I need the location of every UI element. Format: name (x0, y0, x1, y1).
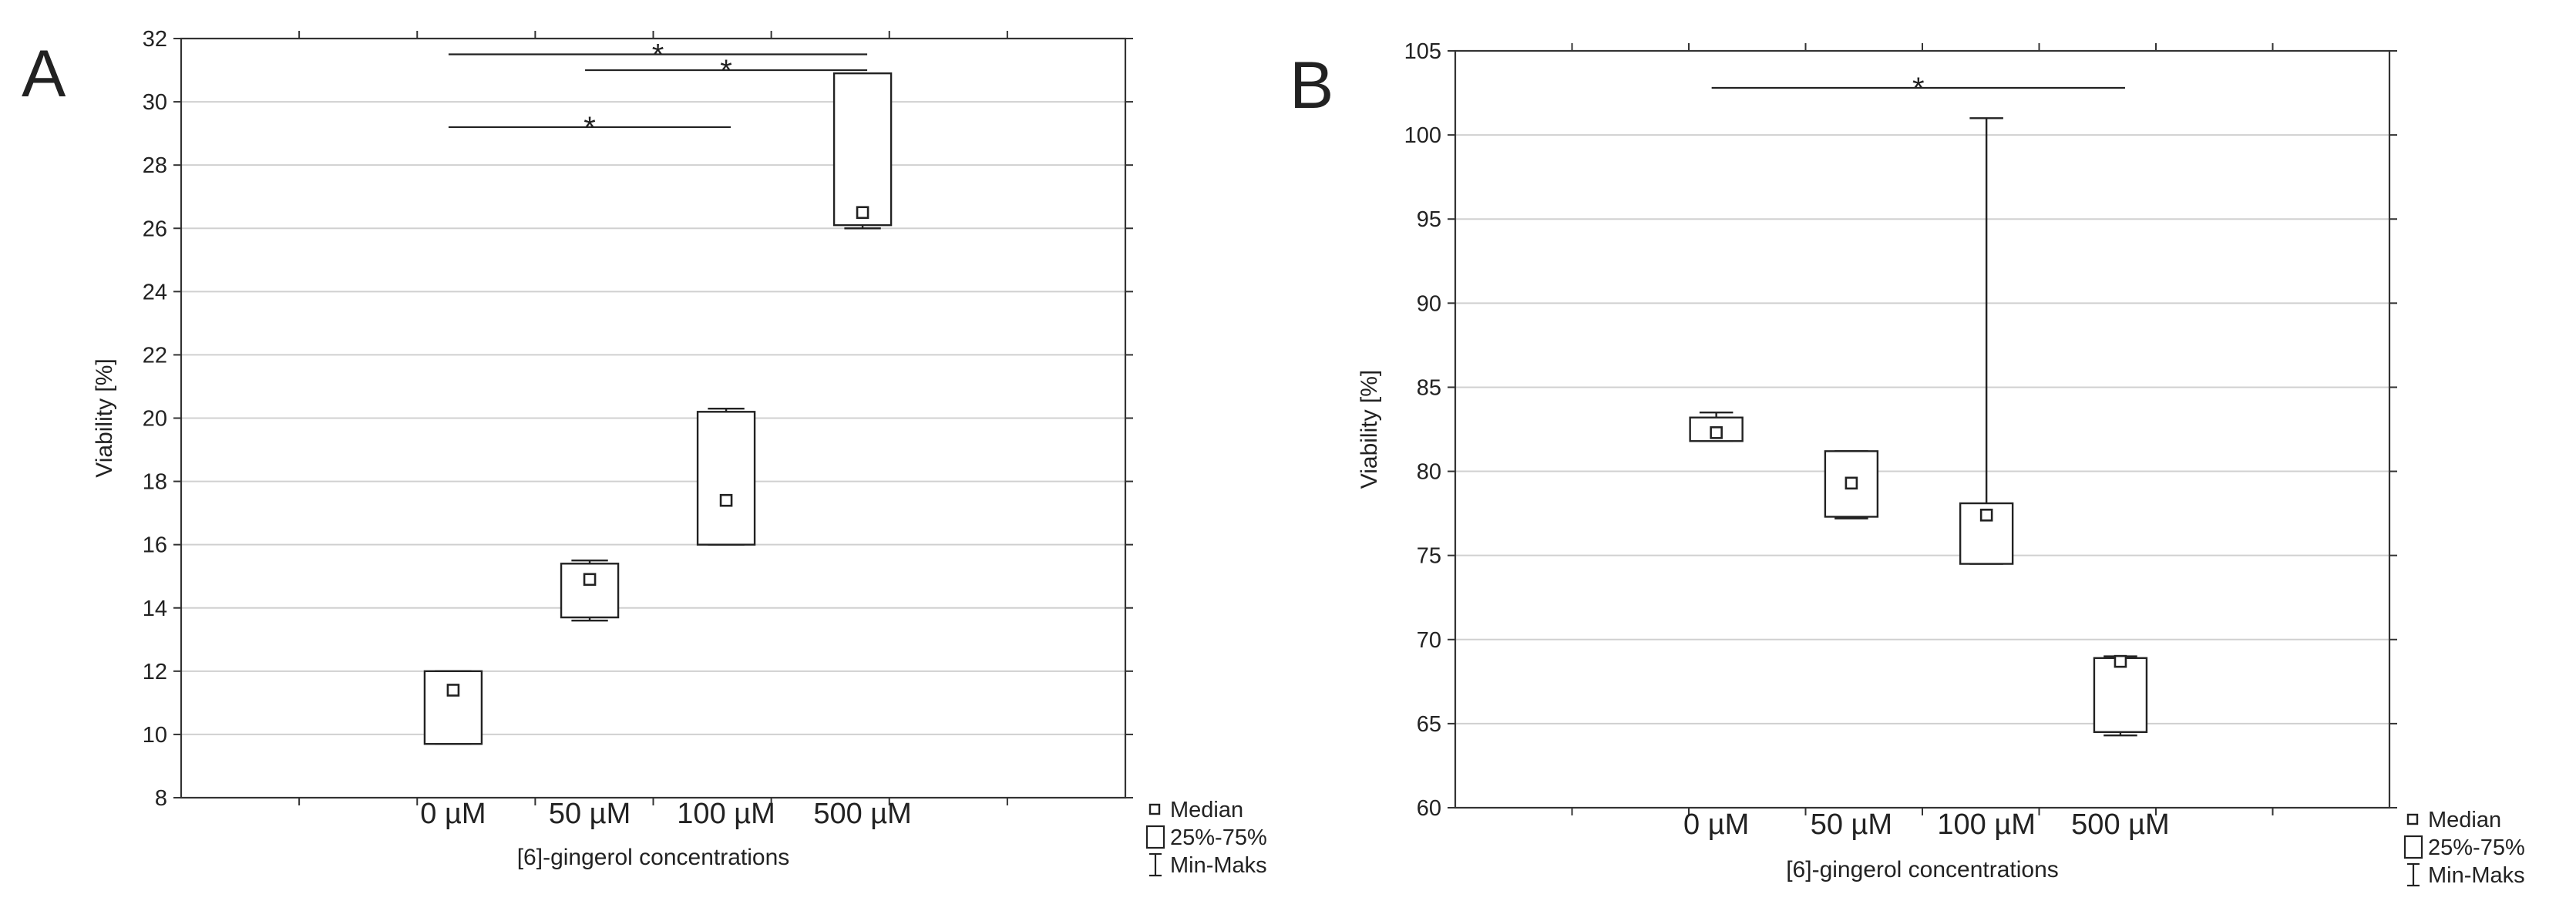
legend-box-icon (1145, 825, 1165, 849)
legend-label: Median (1170, 798, 1243, 822)
chart-panel-a: A 8 10 12 14 16 18 20 22 24 26 28 30 32 0 µM 50 µM 100 µ… (22, 27, 1267, 878)
iqr-box (560, 563, 620, 619)
x-axis-label: [6]-gingerol concentrations (517, 845, 790, 870)
x-category-label: 0 µM (420, 798, 486, 830)
legend: Median 25%-75% Min-Maks (2403, 808, 2525, 888)
plot-frame (1454, 49, 2391, 809)
legend-box-icon (2403, 835, 2423, 859)
y-tick-label: 16 (143, 533, 167, 558)
legend-label: Min-Maks (2428, 863, 2525, 888)
panel-label: B (1290, 49, 1333, 123)
y-tick-label: 30 (143, 90, 167, 115)
box-0m (423, 670, 483, 745)
significance-asterisk: * (1912, 72, 1925, 106)
y-tick-label: 75 (1417, 544, 1441, 569)
x-category-label: 500 µM (2071, 808, 2170, 841)
iqr-box (832, 72, 893, 227)
y-tick-label: 28 (143, 153, 167, 178)
box-50m (1824, 450, 1879, 519)
legend-label: 25%-75% (1170, 825, 1267, 850)
x-category-label: 100 µM (1937, 808, 2036, 841)
legend-label: Min-Maks (1170, 853, 1267, 878)
x-category-label: 50 µM (1811, 808, 1892, 841)
median-marker (856, 206, 869, 220)
y-tick-label: 80 (1417, 460, 1441, 485)
box-500m (832, 72, 893, 230)
box-500m (2093, 654, 2148, 737)
y-tick-label: 14 (143, 597, 167, 621)
median-marker (2114, 654, 2127, 668)
legend-label: Median (2428, 808, 2501, 832)
plot-frame (180, 37, 1127, 799)
median-marker (1979, 508, 1993, 522)
iqr-box (696, 411, 756, 546)
chart-panel-b: B 60 65 70 75 80 85 90 95 100 105 0 µM 50 µM 100 µM 50… (1290, 39, 2525, 888)
y-axis-label: Viability [%] (92, 358, 117, 478)
significance-asterisk: * (652, 39, 664, 72)
legend: Median 25%-75% Min-Maks (1145, 798, 1267, 878)
y-axis-label: Viability [%] (1357, 370, 1382, 489)
y-tick-label: 95 (1417, 207, 1441, 232)
legend-median-icon (2406, 813, 2419, 825)
y-tick-label: 20 (143, 407, 167, 432)
x-category-label: 500 µM (813, 798, 912, 830)
y-tick-label: 8 (155, 786, 167, 811)
median-marker (1845, 476, 1858, 490)
median-marker (583, 573, 597, 587)
y-tick-label: 18 (143, 470, 167, 495)
y-tick-label: 100 (1404, 123, 1441, 148)
x-category-label: 0 µM (1683, 808, 1749, 841)
median-marker (719, 493, 733, 507)
median-marker (446, 684, 460, 697)
box-0m (1689, 411, 1744, 442)
iqr-box (2093, 657, 2148, 734)
y-tick-label: 70 (1417, 628, 1441, 653)
y-tick-label: 105 (1404, 39, 1441, 64)
median-marker (1710, 426, 1723, 439)
y-tick-label: 12 (143, 660, 167, 684)
iqr-box (423, 670, 483, 745)
y-tick-label: 32 (143, 27, 167, 52)
x-category-label: 100 µM (677, 798, 775, 830)
box-100m (1959, 117, 2014, 565)
legend-label: 25%-75% (2428, 835, 2525, 860)
y-tick-label: 65 (1417, 712, 1441, 737)
y-tick-label: 60 (1417, 796, 1441, 821)
significance-asterisk: * (720, 54, 732, 88)
box-100m (696, 407, 756, 546)
box-50m (560, 559, 620, 622)
legend-median-icon (1148, 803, 1161, 815)
y-tick-label: 24 (143, 280, 167, 304)
x-category-label: 50 µM (549, 798, 631, 830)
significance-asterisk: * (583, 111, 596, 145)
y-tick-label: 22 (143, 343, 167, 368)
y-tick-label: 26 (143, 217, 167, 241)
panel-label: A (22, 37, 66, 111)
y-tick-label: 85 (1417, 375, 1441, 400)
y-tick-label: 90 (1417, 291, 1441, 316)
y-tick-label: 10 (143, 723, 167, 748)
iqr-box (1959, 502, 2014, 565)
x-axis-label: [6]-gingerol concentrations (1786, 857, 2059, 882)
